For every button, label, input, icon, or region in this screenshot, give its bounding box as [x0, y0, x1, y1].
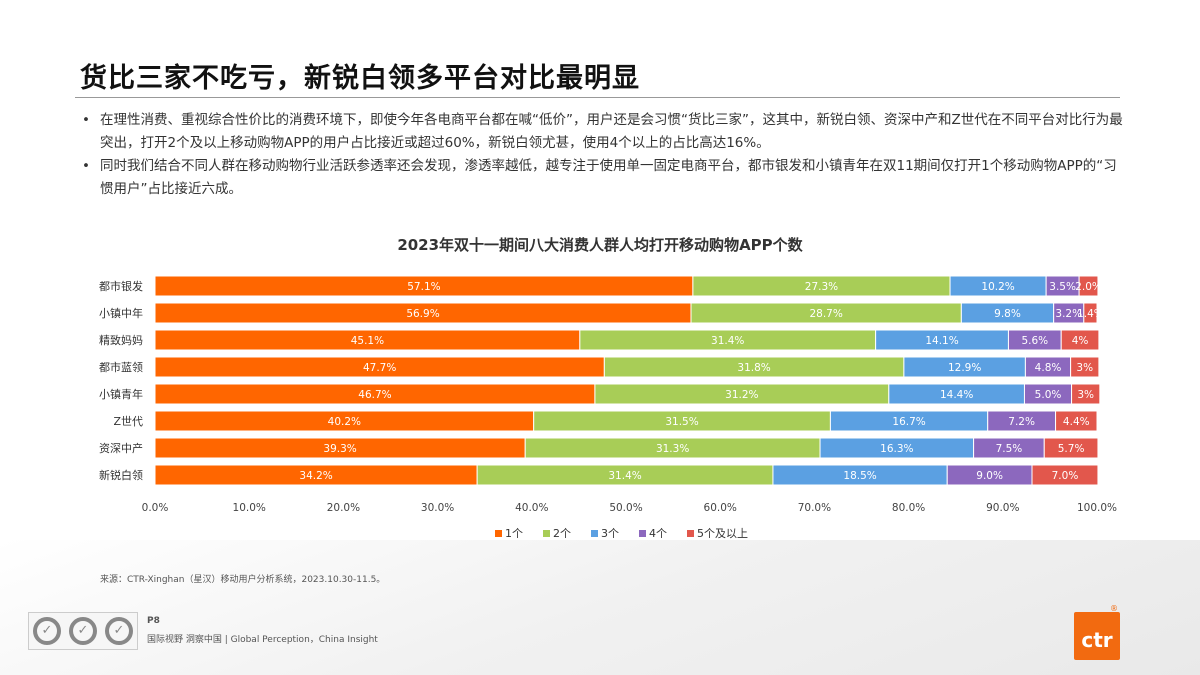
- data-label: 3.5%: [1049, 281, 1076, 293]
- category-label: 小镇青年: [99, 387, 143, 401]
- data-label: 14.1%: [925, 335, 958, 347]
- legend-swatch: [639, 530, 646, 537]
- bullet-item: 同时我们结合不同人群在移动购物行业活跃参透率还会发现，渗透率越低，越专注于使用单…: [80, 155, 1125, 201]
- data-label: 31.4%: [608, 470, 641, 482]
- data-label: 3%: [1076, 362, 1093, 374]
- data-label: 5.0%: [1035, 389, 1062, 401]
- x-tick-label: 30.0%: [421, 502, 454, 514]
- legend-label: 5个及以上: [697, 527, 748, 540]
- data-label: 4%: [1072, 335, 1089, 347]
- category-label: 资深中产: [99, 441, 143, 455]
- legend-label: 1个: [505, 527, 523, 540]
- legend-label: 3个: [601, 527, 619, 540]
- data-label: 9.8%: [994, 308, 1021, 320]
- data-label: 3.2%: [1055, 308, 1082, 320]
- data-label: 7.5%: [996, 443, 1023, 455]
- slogan: 国际视野 洞察中国 | Global Perception，China Insi…: [147, 635, 378, 645]
- sgs-seal-icon: ✓: [69, 617, 97, 645]
- category-label: 都市蓝领: [99, 360, 143, 374]
- registered-mark: ®: [1110, 604, 1118, 613]
- legend-swatch: [687, 530, 694, 537]
- background: [0, 540, 1200, 675]
- bar-segment: [1043, 437, 1099, 459]
- data-label: 14.4%: [940, 389, 973, 401]
- data-label: 45.1%: [351, 335, 384, 347]
- bar-segment: [1070, 356, 1100, 378]
- x-tick-label: 0.0%: [142, 502, 169, 514]
- bullet-item: 在理性消费、重视综合性价比的消费环境下，即使今年各电商平台都在喊“低价”，用户还…: [80, 109, 1125, 155]
- data-label: 4.4%: [1063, 416, 1090, 428]
- category-label: 都市银发: [99, 279, 143, 293]
- x-tick-label: 70.0%: [798, 502, 831, 514]
- data-label: 31.5%: [665, 416, 698, 428]
- legend-swatch: [543, 530, 550, 537]
- source-note: 来源：CTR-Xinghan（星汉）移动用户分析系统，2023.10.30-11…: [100, 575, 386, 585]
- x-tick-label: 20.0%: [327, 502, 360, 514]
- bar-segment: [1083, 302, 1098, 324]
- data-label: 31.8%: [737, 362, 770, 374]
- data-label: 18.5%: [843, 470, 876, 482]
- data-label: 27.3%: [805, 281, 838, 293]
- data-label: 16.3%: [880, 443, 913, 455]
- data-label: 31.3%: [656, 443, 689, 455]
- sgs-seal-icon: ✓: [33, 617, 61, 645]
- x-tick-label: 60.0%: [704, 502, 737, 514]
- data-label: 57.1%: [407, 281, 440, 293]
- data-label: 16.7%: [892, 416, 925, 428]
- data-label: 40.2%: [328, 416, 361, 428]
- bar-segment: [1071, 383, 1101, 405]
- title-divider: [75, 97, 1120, 98]
- data-label: 4.8%: [1035, 362, 1062, 374]
- chart-title: 2023年双十一期间八大消费人群人均打开移动购物APP个数: [397, 236, 803, 254]
- legend-swatch: [591, 530, 598, 537]
- bar-segment: [1055, 410, 1098, 432]
- category-label: 小镇中年: [99, 306, 143, 320]
- page-number: P8: [147, 616, 160, 626]
- data-label: 47.7%: [363, 362, 396, 374]
- sgs-certification-seals: ✓ ✓ ✓: [28, 612, 138, 650]
- x-tick-label: 80.0%: [892, 502, 925, 514]
- data-label: 39.3%: [323, 443, 356, 455]
- data-label: 5.6%: [1021, 335, 1048, 347]
- data-label: 9.0%: [976, 470, 1003, 482]
- category-label: 精致妈妈: [99, 333, 143, 347]
- page-title: 货比三家不吃亏，新锐白领多平台对比最明显: [80, 63, 640, 94]
- data-label: 10.2%: [981, 281, 1014, 293]
- legend-label: 2个: [553, 527, 571, 540]
- legend-label: 4个: [649, 527, 667, 540]
- data-label: 12.9%: [948, 362, 981, 374]
- data-label: 34.2%: [299, 470, 332, 482]
- data-label: 31.2%: [725, 389, 758, 401]
- data-label: 7.2%: [1008, 416, 1035, 428]
- data-label: 1.4%: [1077, 308, 1104, 320]
- x-tick-label: 100.0%: [1077, 502, 1117, 514]
- data-label: 2.0%: [1075, 281, 1102, 293]
- ctr-logo: ctr: [1074, 612, 1120, 660]
- category-label: 新锐白领: [99, 468, 143, 482]
- bar-segment: [1060, 329, 1100, 351]
- bullet-list: 在理性消费、重视综合性价比的消费环境下，即使今年各电商平台都在喊“低价”，用户还…: [80, 109, 1125, 201]
- stacked-bar-chart: 都市银发 57.1% 27.3% 10.2% 3.5% 2.0% 小镇中年 56.9% 28.7…: [99, 275, 1117, 540]
- data-label: 56.9%: [406, 308, 439, 320]
- category-label: Z世代: [113, 415, 143, 428]
- sgs-seal-icon: ✓: [105, 617, 133, 645]
- data-label: 28.7%: [809, 308, 842, 320]
- x-tick-label: 40.0%: [515, 502, 548, 514]
- data-label: 5.7%: [1058, 443, 1085, 455]
- data-label: 7.0%: [1052, 470, 1079, 482]
- data-label: 31.4%: [711, 335, 744, 347]
- data-label: 46.7%: [358, 389, 391, 401]
- x-tick-label: 50.0%: [609, 502, 642, 514]
- x-tick-label: 10.0%: [233, 502, 266, 514]
- bar-segment: [1031, 464, 1099, 486]
- data-label: 3%: [1077, 389, 1094, 401]
- x-tick-label: 90.0%: [986, 502, 1019, 514]
- legend-swatch: [495, 530, 502, 537]
- bar-segment: [1078, 275, 1099, 297]
